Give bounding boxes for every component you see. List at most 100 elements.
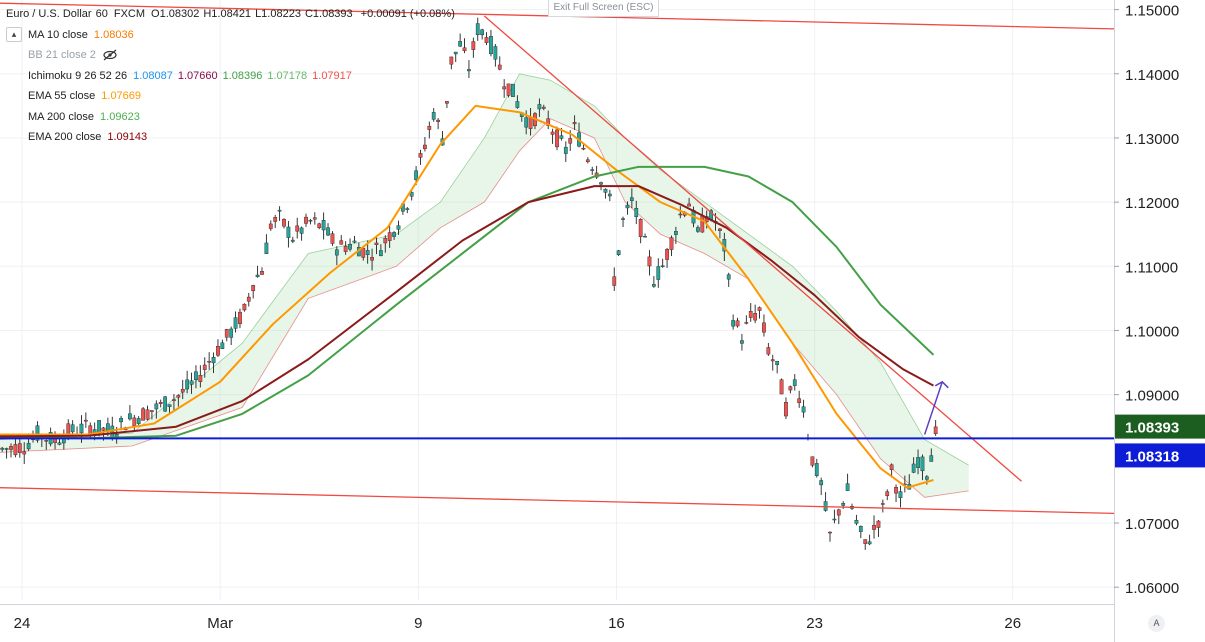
candle-body [511,83,515,97]
candle-body [286,226,291,238]
candle-body [726,274,731,280]
indicator-row[interactable]: ▴ MA 10 close 1.08036 [6,25,455,46]
candle-body [858,526,863,532]
candle-body [387,232,392,241]
candle-body [70,424,75,433]
candle-body [246,296,251,302]
candle-body [797,398,802,404]
price-axis-ticks: 1.15000 1.14000 1.13000 1.12000 1.11000 1.100… [1114,3,1179,597]
candle-body [471,41,476,50]
time-tick-label: 26 [1004,615,1021,632]
candle-body [762,322,766,333]
candle-body [383,238,388,244]
candle-body [819,480,824,486]
interval-label[interactable]: 60 [95,8,108,20]
candle-body [748,311,753,318]
indicator-value: 1.08087 [133,69,173,82]
symbol-name[interactable]: Euro / U.S. Dollar [6,8,92,20]
candle-body [515,101,520,108]
candle-body [757,307,762,311]
cloud-segment [484,73,520,203]
candle-body [638,219,643,237]
candle-body [251,285,256,292]
candle-body [304,216,308,224]
candle-body [458,41,463,47]
candle-body [792,379,797,386]
candle-body [929,455,934,462]
price-label-text: 1.08393 [1125,420,1179,437]
candle-body [841,503,846,506]
candle-body [211,357,216,364]
candle-body [361,247,366,258]
indicator-name: BB 21 close 2 [28,49,96,61]
candle-body [775,361,780,365]
candle-body [735,320,740,327]
candle-body [352,240,357,243]
eye-crossed-icon[interactable] [102,49,118,61]
exchange-label: FXCM [113,8,146,20]
time-tick-label: Mar [207,615,233,632]
indicator-row[interactable]: MA 200 close 1.09623 [6,107,455,128]
candle-body [779,379,784,395]
candle-body [647,256,652,267]
candle-body [770,359,775,362]
candle-body [370,257,374,261]
candle-body [176,395,181,398]
candle-body [172,399,176,401]
candle-body [136,418,141,424]
candle-body [612,276,617,286]
candle-body [876,520,881,528]
indicator-row[interactable]: BB 21 close 2 [6,45,455,66]
candle-body [480,29,485,36]
candle-body [766,347,771,355]
indicator-list: ▴ MA 10 close 1.08036 BB 21 close 2 Ichimoku… [6,25,455,148]
exit-fullscreen-button[interactable]: Exit Full Screen (ESC) [548,0,659,17]
candle-body [334,249,339,256]
candle-body [167,404,172,407]
price-tick-label: 1.13000 [1125,131,1179,148]
candle-body [568,138,573,144]
candle-body [625,204,630,209]
price-axis-panel [1114,0,1205,642]
candle-body [555,129,559,148]
candle-body [475,23,480,36]
price-tick-label: 1.09000 [1125,388,1179,405]
candle-body [9,446,13,450]
candle-body [57,442,62,445]
time-tick-label: 24 [14,615,31,632]
candle-body [418,153,423,158]
candle-body [585,159,590,162]
candle-body [405,208,410,210]
indicator-name: EMA 55 close [28,90,96,102]
collapse-legend-icon[interactable]: ▴ [6,27,22,43]
indicator-row[interactable]: EMA 200 close 1.09143 [6,127,455,148]
candle-body [867,541,872,545]
candle-body [599,182,603,185]
candle-body [128,413,132,420]
auto-scale-button[interactable]: A [1148,615,1165,632]
candle-body [44,440,49,442]
candle-body [916,457,920,468]
candle-body [295,225,300,232]
ema-55-close-line [0,104,934,489]
candle-body [687,203,691,207]
indicator-name: MA 200 close [28,110,95,123]
cloud-segment [924,439,969,498]
indicator-value: 1.07917 [312,69,352,82]
cloud-segment [396,202,441,267]
price-label-text: 1.08318 [1125,448,1179,465]
cloud-segment [792,266,837,395]
indicator-row[interactable]: Ichimoku 9 26 52 26 1.08087 1.07660 1.08396… [6,66,455,87]
indicator-row[interactable]: EMA 55 close 1.07669 [6,86,455,107]
indicator-value: 1.09623 [100,110,140,123]
candle-body [158,402,163,404]
ohlc-c: C1.08393 [304,8,353,20]
candle-body [696,227,700,232]
candle-body [260,271,264,275]
candle-body [493,46,498,60]
candle-body [317,223,322,228]
candle-body [185,379,190,390]
candle-body [880,503,885,505]
